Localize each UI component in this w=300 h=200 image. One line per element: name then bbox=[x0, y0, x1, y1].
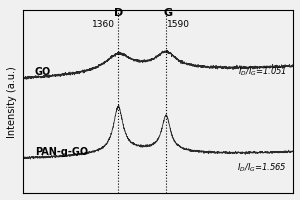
Text: G: G bbox=[163, 8, 172, 18]
Y-axis label: Intensity (a.u.): Intensity (a.u.) bbox=[7, 66, 17, 138]
Text: PAN-g-GO: PAN-g-GO bbox=[35, 147, 88, 157]
Text: $I_D$/$I_G$=1.565: $I_D$/$I_G$=1.565 bbox=[237, 161, 287, 174]
Text: D: D bbox=[114, 8, 123, 18]
Text: $I_D$/$I_G$=1.051: $I_D$/$I_G$=1.051 bbox=[238, 66, 287, 78]
Text: GO: GO bbox=[35, 67, 51, 77]
Text: 1360: 1360 bbox=[92, 20, 115, 29]
Text: 1590: 1590 bbox=[167, 20, 190, 29]
